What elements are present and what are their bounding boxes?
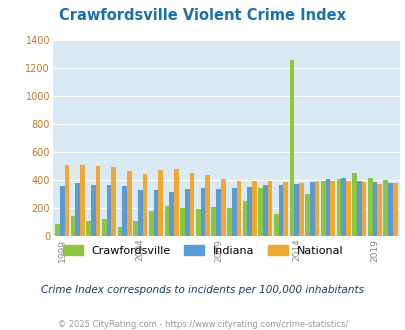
Bar (133, 221, 138, 236)
Bar (158, 170, 163, 236)
Bar (226, 208, 231, 236)
Bar (320, 181, 325, 236)
Bar (149, 211, 153, 236)
Bar (220, 179, 225, 236)
Bar (86, 220, 91, 236)
Bar (122, 186, 127, 236)
Bar (80, 165, 85, 236)
Bar (289, 60, 294, 236)
Bar (247, 187, 252, 236)
Bar (70, 215, 75, 236)
Bar (153, 190, 158, 236)
Bar (55, 224, 60, 236)
Bar (294, 184, 298, 236)
Bar (102, 219, 107, 236)
Legend: Crawfordsville, Indiana, National: Crawfordsville, Indiana, National (58, 241, 347, 260)
Bar (173, 169, 178, 236)
Bar (107, 185, 111, 236)
Text: Crawfordsville Violent Crime Index: Crawfordsville Violent Crime Index (60, 8, 345, 23)
Bar (305, 194, 309, 236)
Bar (142, 174, 147, 236)
Bar (75, 183, 80, 236)
Bar (345, 181, 350, 236)
Bar (231, 188, 236, 236)
Bar (211, 207, 215, 236)
Bar (325, 179, 330, 236)
Bar (138, 190, 142, 236)
Bar (252, 181, 256, 236)
Bar (180, 208, 184, 236)
Bar (189, 173, 194, 236)
Bar (262, 185, 267, 236)
Bar (392, 183, 396, 236)
Bar (195, 209, 200, 236)
Bar (164, 207, 169, 236)
Bar (341, 179, 345, 236)
Bar (273, 214, 278, 236)
Bar (169, 192, 173, 236)
Bar (127, 171, 131, 236)
Bar (383, 180, 387, 236)
Bar (184, 189, 189, 236)
Bar (242, 201, 247, 236)
Bar (356, 181, 361, 236)
Bar (205, 175, 209, 236)
Bar (278, 185, 283, 236)
Bar (309, 182, 314, 236)
Bar (298, 183, 303, 236)
Bar (372, 182, 376, 236)
Text: Crime Index corresponds to incidents per 100,000 inhabitants: Crime Index corresponds to incidents per… (41, 285, 364, 295)
Bar (367, 179, 372, 236)
Bar (117, 227, 122, 236)
Bar (376, 184, 381, 236)
Bar (96, 166, 100, 236)
Bar (236, 181, 241, 236)
Bar (314, 181, 319, 236)
Text: © 2025 CityRating.com - https://www.cityrating.com/crime-statistics/: © 2025 CityRating.com - https://www.city… (58, 320, 347, 329)
Bar (267, 181, 272, 236)
Bar (64, 165, 69, 236)
Bar (215, 189, 220, 236)
Bar (258, 188, 262, 236)
Bar (200, 188, 205, 236)
Bar (387, 183, 392, 236)
Bar (361, 182, 365, 236)
Bar (336, 179, 341, 236)
Bar (60, 186, 64, 236)
Bar (352, 173, 356, 236)
Bar (111, 167, 116, 236)
Bar (91, 185, 96, 236)
Bar (330, 181, 334, 236)
Bar (283, 182, 288, 236)
